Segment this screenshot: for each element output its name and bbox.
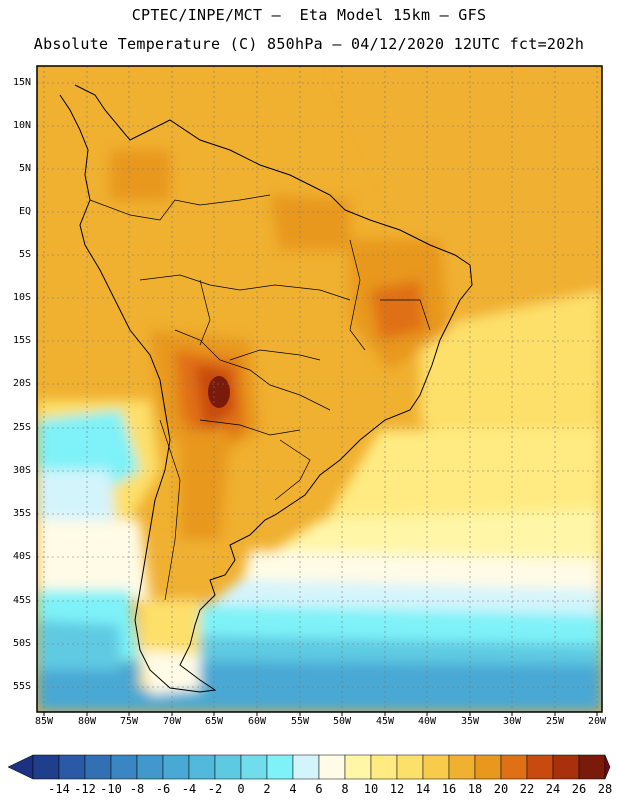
colorbar-swatch [188, 754, 216, 780]
colorbar-label: 8 [341, 782, 349, 796]
grid-lines [37, 66, 602, 712]
colorbar-label: -14 [48, 782, 70, 796]
lon-label: 35W [460, 716, 480, 727]
colorbar-high-arrow [604, 754, 611, 780]
colorbar-swatch [84, 754, 112, 780]
colorbar-swatch [32, 754, 60, 780]
lat-label: 10N [12, 120, 31, 131]
colorbar-label: -8 [129, 782, 145, 796]
colorbar-label: -4 [181, 782, 197, 796]
lon-label: 70W [162, 716, 182, 727]
colorbar-swatch [500, 754, 528, 780]
lon-label: 20W [587, 716, 607, 727]
colorbar-swatch [214, 754, 242, 780]
lon-label: 45W [375, 716, 395, 727]
heat-core [208, 376, 230, 408]
colorbar-label: 4 [289, 782, 297, 796]
lon-label: 60W [247, 716, 267, 727]
lon-label: 55W [290, 716, 310, 727]
lon-label: 30W [502, 716, 522, 727]
lat-label: 50S [12, 638, 31, 649]
colorbar-label: 0 [237, 782, 245, 796]
colorbar-swatch [110, 754, 138, 780]
lat-label: 15S [12, 335, 31, 346]
temperature-field [37, 66, 602, 712]
lat-label: 20S [12, 378, 31, 389]
south-america-coastline [59, 84, 473, 693]
lat-label: 45S [12, 595, 31, 606]
colorbar-low-arrow [7, 754, 34, 780]
colorbar-label: 6 [315, 782, 323, 796]
colorbar-label: 16 [441, 782, 457, 796]
colorbar-swatch [58, 754, 86, 780]
lon-label: 65W [204, 716, 224, 727]
lat-label: 15N [12, 77, 31, 88]
colorbar-swatch [396, 754, 424, 780]
colorbar-label: 10 [363, 782, 379, 796]
colorbar-swatch [136, 754, 164, 780]
title-line-1: CPTEC/INPE/MCT – Eta Model 15km – GFS [131, 6, 487, 24]
lat-label: 35S [12, 508, 31, 519]
colorbar-label: -6 [155, 782, 171, 796]
colorbar-swatch [448, 754, 476, 780]
lon-label: 50W [332, 716, 352, 727]
lat-label: 55S [12, 681, 31, 692]
colorbar-label: 22 [519, 782, 535, 796]
colorbar-label: -2 [207, 782, 223, 796]
lon-label: 40W [417, 716, 437, 727]
lat-label: 5S [18, 249, 31, 260]
lat-label: EQ [18, 206, 31, 217]
colorbar-label: 14 [415, 782, 431, 796]
colorbar-swatch [318, 754, 346, 780]
colorbar-swatch [474, 754, 502, 780]
colorbar-swatch [552, 754, 580, 780]
colorbar-swatch [292, 754, 320, 780]
map-frame [36, 65, 603, 713]
lat-label: 25S [12, 422, 31, 433]
colorbar-label: 20 [493, 782, 509, 796]
lon-label: 25W [545, 716, 565, 727]
colorbar-swatch [422, 754, 450, 780]
lat-label: 30S [12, 465, 31, 476]
colorbar-label: 28 [597, 782, 613, 796]
colorbar-swatch [578, 754, 606, 780]
country-borders [89, 194, 431, 601]
lat-label: 10S [12, 292, 31, 303]
colorbar-label: -12 [74, 782, 96, 796]
colorbar-label: 2 [263, 782, 271, 796]
colorbar-label: 24 [545, 782, 561, 796]
lon-label: 85W [34, 716, 54, 727]
lat-label: 5N [18, 163, 31, 174]
lat-label: 40S [12, 551, 31, 562]
lon-label: 80W [77, 716, 97, 727]
colorbar-swatch [526, 754, 554, 780]
colorbar-swatch [240, 754, 268, 780]
colorbar-label: -10 [100, 782, 122, 796]
colorbar-label: 12 [389, 782, 405, 796]
colorbar-swatch [344, 754, 372, 780]
colorbar-swatch [266, 754, 294, 780]
colorbar-swatch [370, 754, 398, 780]
colorbar [7, 754, 611, 780]
colorbar-label: 26 [571, 782, 587, 796]
colorbar-swatch [162, 754, 190, 780]
colorbar-label: 18 [467, 782, 483, 796]
axis-ticks [43, 712, 598, 716]
title-line-2: Absolute Temperature (C) 850hPa – 04/12/… [33, 35, 585, 53]
lon-label: 75W [119, 716, 139, 727]
